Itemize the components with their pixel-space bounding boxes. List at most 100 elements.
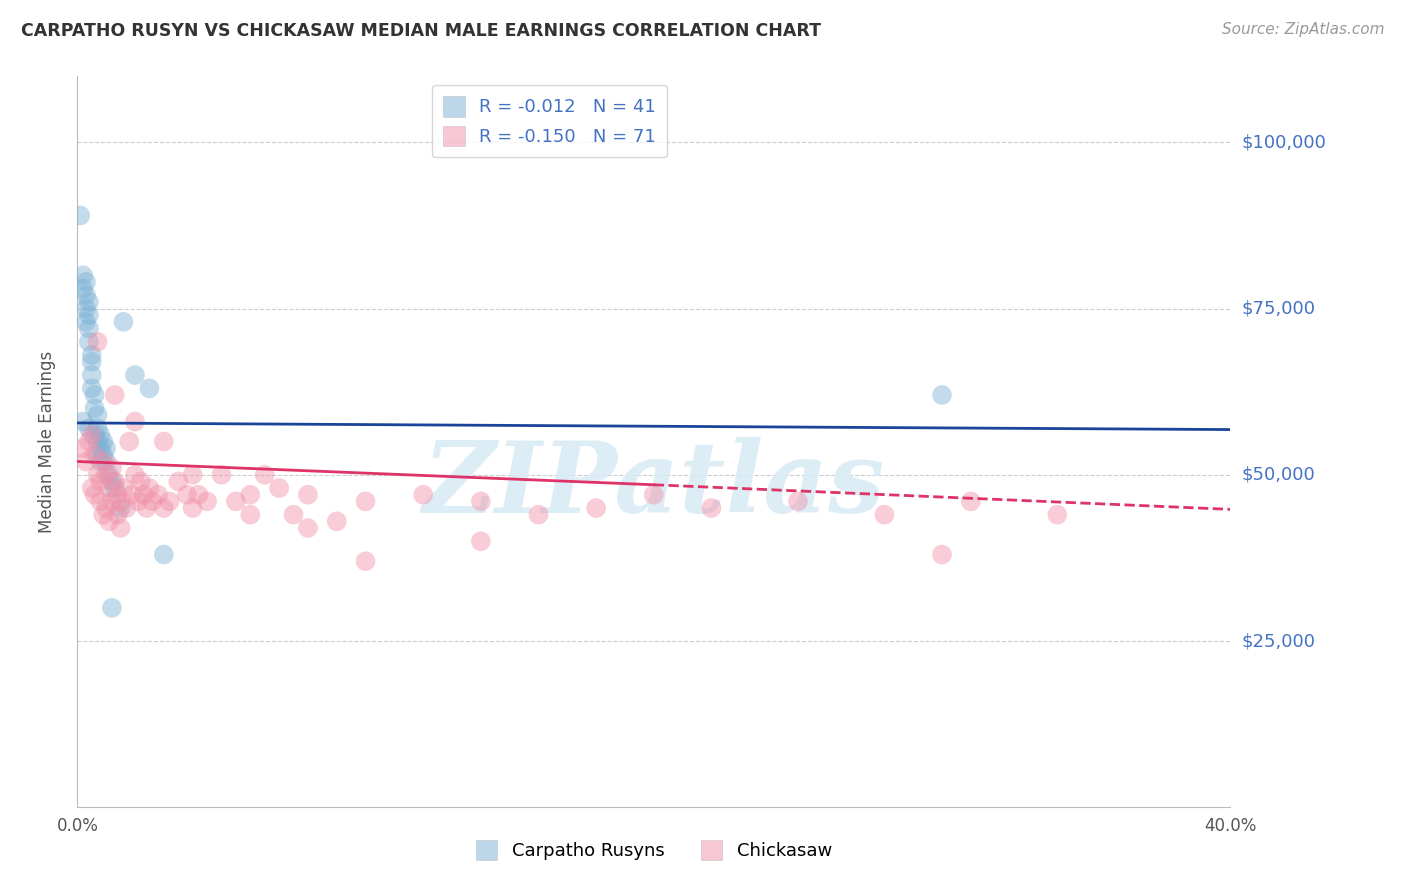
Point	[89, 454, 111, 468]
Point	[83, 388, 105, 402]
Point	[112, 481, 135, 495]
Point	[89, 494, 111, 508]
Point	[931, 388, 953, 402]
Point	[80, 355, 103, 369]
Point	[86, 408, 108, 422]
Point	[104, 481, 127, 495]
Point	[138, 481, 160, 495]
Point	[187, 488, 209, 502]
Point	[77, 294, 100, 309]
Point	[91, 454, 114, 468]
Point	[153, 548, 174, 562]
Point	[585, 501, 607, 516]
Point	[124, 368, 146, 382]
Point	[159, 494, 181, 508]
Point	[75, 275, 97, 289]
Point	[297, 521, 319, 535]
Point	[75, 288, 97, 302]
Point	[181, 467, 204, 482]
Point	[110, 521, 132, 535]
Point	[96, 454, 118, 468]
Point	[96, 441, 118, 455]
Point	[80, 348, 103, 362]
Point	[138, 381, 160, 395]
Point	[80, 481, 103, 495]
Point	[104, 475, 127, 489]
Point	[127, 494, 149, 508]
Point	[91, 508, 114, 522]
Point	[153, 434, 174, 449]
Point	[141, 494, 163, 508]
Point	[112, 315, 135, 329]
Point	[98, 481, 121, 495]
Point	[91, 448, 114, 462]
Point	[75, 301, 97, 316]
Point	[72, 268, 94, 283]
Point	[101, 494, 124, 508]
Point	[873, 508, 896, 522]
Point	[283, 508, 305, 522]
Point	[80, 381, 103, 395]
Point	[77, 321, 100, 335]
Point	[354, 494, 377, 508]
Point	[960, 494, 983, 508]
Point	[470, 494, 492, 508]
Point	[96, 501, 118, 516]
Point	[643, 488, 665, 502]
Point	[107, 508, 129, 522]
Point	[354, 554, 377, 568]
Point	[86, 434, 108, 449]
Point	[107, 488, 129, 502]
Point	[83, 448, 105, 462]
Text: ZIPatlas: ZIPatlas	[423, 437, 884, 533]
Point	[239, 488, 262, 502]
Point	[77, 421, 100, 435]
Point	[129, 475, 152, 489]
Text: $50,000: $50,000	[1241, 466, 1315, 483]
Point	[132, 488, 155, 502]
Point	[470, 534, 492, 549]
Text: $100,000: $100,000	[1241, 133, 1326, 152]
Point	[96, 467, 118, 482]
Point	[83, 428, 105, 442]
Point	[787, 494, 810, 508]
Point	[527, 508, 550, 522]
Point	[83, 488, 105, 502]
Point	[118, 434, 141, 449]
Point	[86, 334, 108, 349]
Point	[101, 475, 124, 489]
Point	[167, 475, 190, 489]
Point	[931, 548, 953, 562]
Point	[225, 494, 247, 508]
Point	[86, 421, 108, 435]
Point	[239, 508, 262, 522]
Point	[176, 488, 198, 502]
Point	[89, 475, 111, 489]
Point	[80, 368, 103, 382]
Point	[104, 388, 127, 402]
Point	[98, 514, 121, 528]
Point	[89, 428, 111, 442]
Point	[412, 488, 434, 502]
Point	[146, 488, 169, 502]
Point	[153, 501, 174, 516]
Point	[72, 415, 94, 429]
Text: $25,000: $25,000	[1241, 632, 1316, 650]
Point	[86, 448, 108, 462]
Point	[195, 494, 218, 508]
Point	[75, 454, 97, 468]
Point	[297, 488, 319, 502]
Point	[700, 501, 723, 516]
Point	[77, 434, 100, 449]
Point	[80, 428, 103, 442]
Point	[253, 467, 276, 482]
Point	[86, 467, 108, 482]
Point	[91, 434, 114, 449]
Text: Source: ZipAtlas.com: Source: ZipAtlas.com	[1222, 22, 1385, 37]
Point	[124, 467, 146, 482]
Point	[69, 209, 91, 223]
Point	[267, 481, 291, 495]
Point	[77, 308, 100, 322]
Point	[121, 488, 143, 502]
Point	[110, 494, 132, 508]
